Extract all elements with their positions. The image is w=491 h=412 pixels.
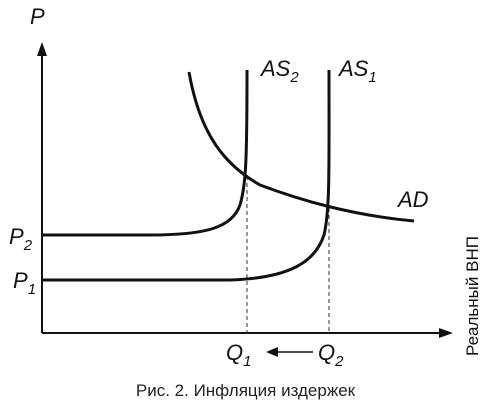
as1-curve — [42, 69, 331, 282]
q2-label: Q2 — [318, 340, 344, 370]
as1-label: AS1 — [337, 56, 377, 86]
p1-label: P1 — [13, 268, 36, 298]
as2-curve — [42, 69, 249, 237]
y-axis-label: P — [30, 4, 45, 29]
as2-label: AS2 — [259, 56, 299, 86]
ad-curve — [187, 71, 415, 223]
x-axis-label: Реальный ВНП — [463, 236, 482, 356]
q1-label: Q1 — [226, 340, 251, 370]
shift-arrow-head — [266, 347, 278, 357]
x-axis-arrow — [439, 328, 453, 338]
p2-label: P2 — [9, 224, 33, 254]
figure-caption: Рис. 2. Инфляция издержек — [135, 381, 356, 400]
ad-label: AD — [396, 187, 429, 212]
y-axis-arrow — [37, 42, 47, 56]
